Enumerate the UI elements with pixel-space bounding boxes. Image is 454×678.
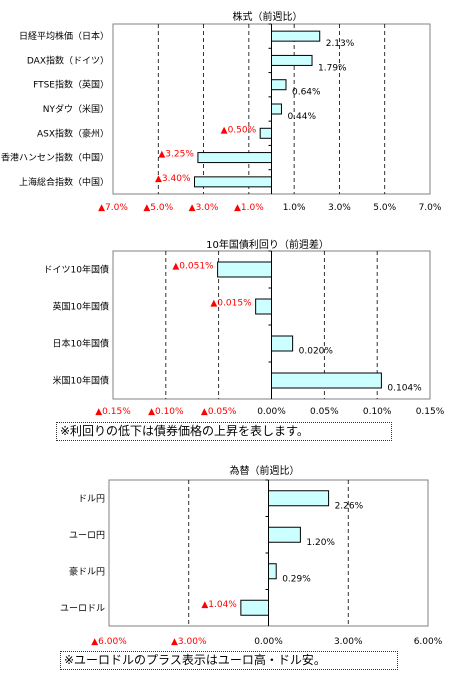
bonds-tick-label: ▲0.15% bbox=[95, 407, 131, 417]
stocks-value-label: ▲3.40% bbox=[155, 174, 191, 184]
stocks-tick-label: 7.0% bbox=[419, 203, 442, 213]
bonds-bar bbox=[255, 298, 272, 315]
fx-category-label: ユーロ円 bbox=[69, 530, 105, 541]
fx-bar bbox=[240, 599, 269, 616]
stocks-value-label: 0.44% bbox=[287, 112, 316, 122]
stocks-category-label: DAX指数（ドイツ） bbox=[27, 54, 109, 66]
fx-tick-label: 6.00% bbox=[414, 637, 443, 647]
bonds-value-label: 0.104% bbox=[387, 384, 422, 394]
bonds-tick-label: ▲0.05% bbox=[201, 407, 237, 417]
bonds-tick-label: 0.05% bbox=[310, 407, 339, 417]
stocks-value-label: ▲3.25% bbox=[158, 150, 194, 160]
stocks-category-label: 香港ハンセン指数（中国） bbox=[1, 152, 109, 164]
bonds-category-label: ドイツ10年国債 bbox=[44, 264, 109, 276]
stocks-bar bbox=[194, 176, 272, 188]
bonds-tick-label: ▲0.10% bbox=[148, 407, 184, 417]
bonds-tick-label: 0.00% bbox=[257, 407, 286, 417]
bonds-bar bbox=[217, 261, 272, 278]
bonds-category-label: 日本10年国債 bbox=[53, 338, 109, 350]
stocks-bar bbox=[271, 79, 287, 91]
bonds-tick-label: 0.10% bbox=[363, 407, 392, 417]
fx-category-label: 豪ドル円 bbox=[69, 565, 105, 577]
stocks-category-label: 日経平均株価（日本） bbox=[19, 30, 109, 42]
stocks-bar bbox=[259, 127, 272, 139]
stocks-category-label: NYダウ（米国） bbox=[43, 103, 109, 115]
stocks-chart-title: 株式（前週比） bbox=[233, 10, 303, 23]
stocks-value-label: 1.79% bbox=[318, 63, 347, 73]
stocks-value-label: 0.64% bbox=[292, 88, 321, 98]
stocks-tick-label: 5.0% bbox=[373, 203, 396, 213]
fx-category-label: ユーロドル bbox=[60, 604, 105, 614]
fx-tick-label: 3.00% bbox=[334, 637, 363, 647]
stocks-tick-label: ▲7.0% bbox=[98, 203, 128, 213]
fx-tick-label: 0.00% bbox=[254, 637, 283, 647]
bonds-category-label: 米国10年国債 bbox=[53, 375, 109, 387]
bond-yield-note: ※利回りの低下は債券価格の上昇を表します。 bbox=[56, 422, 392, 441]
bonds-chart-title: 10年国債利回り（前週差） bbox=[206, 238, 329, 251]
stocks-category-label: FTSE指数（英国） bbox=[33, 79, 109, 91]
fx-note: ※ユーロドルのプラス表示はユーロ高・ドル安。 bbox=[60, 651, 398, 670]
stocks-tick-label: ▲5.0% bbox=[143, 203, 173, 213]
fx-value-label: 0.29% bbox=[282, 574, 311, 584]
stocks-bar bbox=[271, 103, 282, 115]
fx-value-label: ▲1.04% bbox=[201, 600, 237, 610]
stocks-tick-label: ▲1.0% bbox=[234, 203, 264, 213]
fx-chart-title: 為替（前週比） bbox=[230, 464, 300, 477]
stocks-tick-label: 1.0% bbox=[283, 203, 306, 213]
stocks-value-label: 2.13% bbox=[326, 39, 355, 49]
stocks-tick-label: 3.0% bbox=[328, 203, 351, 213]
fx-tick-label: ▲6.00% bbox=[91, 637, 127, 647]
stocks-bar bbox=[197, 152, 273, 164]
fx-chart: 為替（前週比） ▲6.00% ▲3.00% 0.00% 3.00% 6.00% ドル円 2.2… bbox=[60, 464, 443, 647]
fx-value-label: 2.26% bbox=[335, 501, 364, 511]
stocks-category-label: 上海総合指数（中国） bbox=[19, 176, 109, 188]
stocks-value-label: ▲0.50% bbox=[221, 125, 257, 135]
fx-bar bbox=[268, 526, 301, 543]
stocks-category-label: ASX指数（豪州） bbox=[37, 127, 109, 139]
stocks-bar bbox=[271, 54, 313, 66]
fx-bar bbox=[268, 563, 277, 580]
bonds-bar bbox=[271, 335, 294, 352]
fx-tick-label: ▲3.00% bbox=[171, 637, 207, 647]
bonds-value-label: ▲0.051% bbox=[172, 262, 214, 272]
bonds-chart: 10年国債利回り（前週差） ▲0.15% ▲0.10% ▲0.05% 0.00% 0.05… bbox=[44, 238, 445, 417]
stocks-bar bbox=[271, 30, 321, 42]
bonds-bar bbox=[271, 372, 382, 389]
bonds-category-label: 英国10年国債 bbox=[53, 301, 109, 313]
bonds-tick-label: 0.15% bbox=[416, 407, 445, 417]
fx-value-label: 1.20% bbox=[306, 538, 335, 548]
bonds-value-label: ▲0.015% bbox=[210, 299, 252, 309]
bonds-value-label: 0.020% bbox=[299, 347, 334, 357]
stocks-chart: 株式（前週比） ▲7.0% ▲5.0% ▲3.0% ▲1.0% 1.0% 3.0% 5.0% 7… bbox=[1, 10, 442, 213]
fx-category-label: ドル円 bbox=[78, 493, 105, 504]
stocks-tick-label: ▲3.0% bbox=[189, 203, 219, 213]
fx-bar bbox=[268, 490, 330, 507]
